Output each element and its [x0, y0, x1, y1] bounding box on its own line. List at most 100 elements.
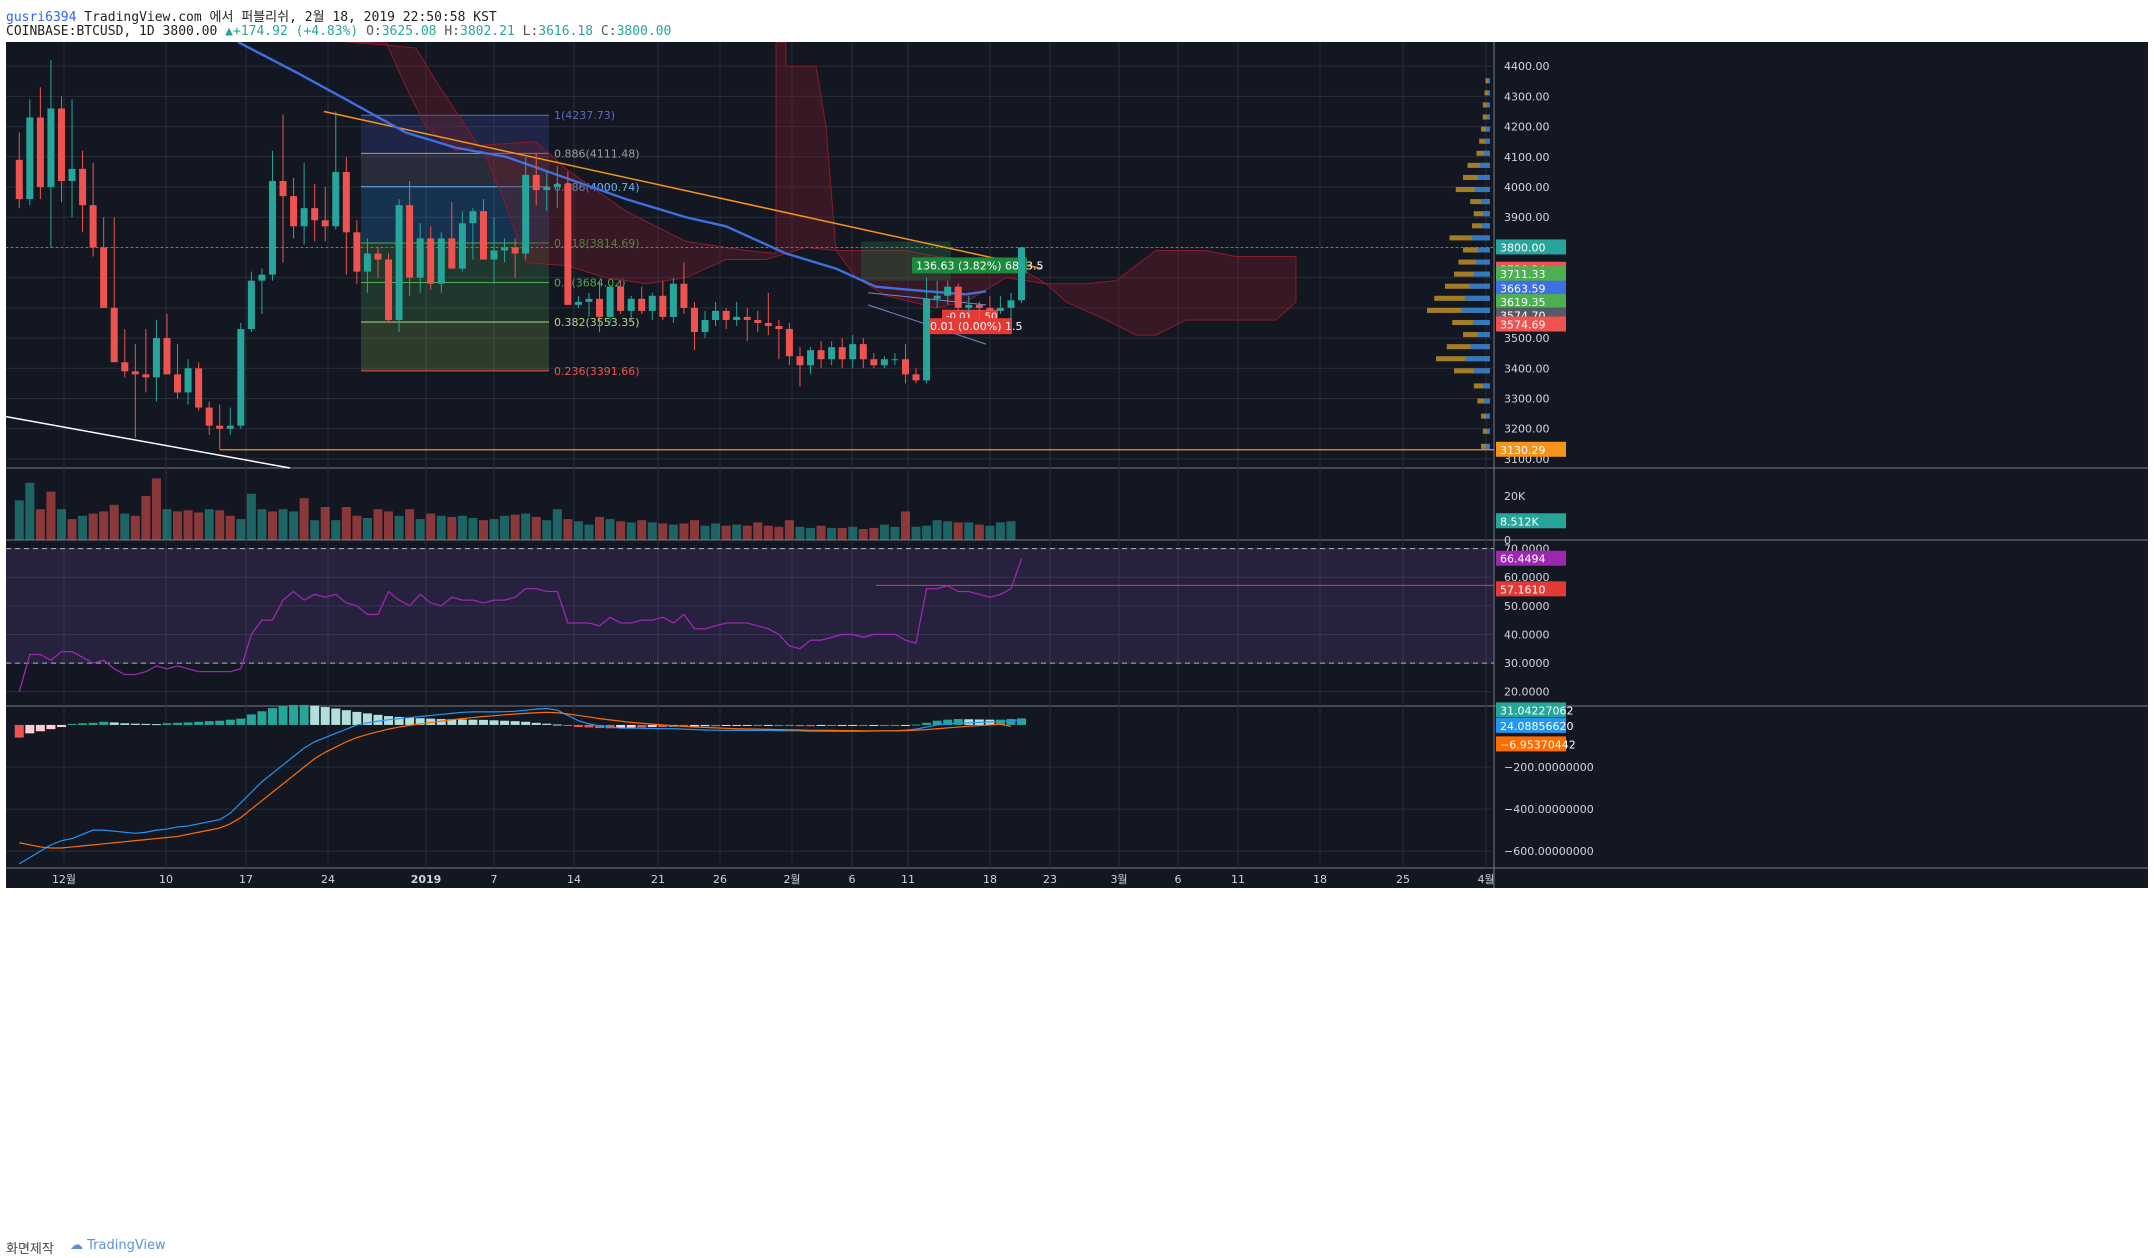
macd-histogram-bar	[521, 721, 531, 725]
time-tick-label: 10	[159, 873, 173, 886]
volume-bar	[457, 515, 467, 540]
high-label: H:	[444, 24, 460, 39]
macd-histogram-bar	[753, 724, 763, 726]
macd-histogram-bar	[215, 720, 225, 725]
macd-histogram-bar	[394, 716, 404, 725]
volume-bar	[552, 509, 562, 540]
candle-body	[163, 338, 171, 375]
volume-bar	[500, 515, 510, 540]
volume-profile-bar-buy	[1484, 398, 1490, 404]
macd-histogram-bar	[436, 719, 446, 725]
price-badge: 3574.69	[1500, 319, 1546, 332]
time-tick-label: 12월	[52, 873, 76, 886]
volume-bar	[563, 519, 573, 540]
macd-histogram-bar	[415, 718, 425, 725]
volume-profile-bar	[1472, 223, 1490, 229]
macd-histogram-bar	[711, 724, 721, 727]
time-tick-label: 6	[849, 873, 856, 886]
candle-body	[933, 295, 941, 299]
candle-body	[321, 220, 329, 227]
volume-bar	[341, 507, 351, 540]
rsi-tick-label: 40.0000	[1504, 628, 1550, 641]
volume-bar	[827, 527, 837, 540]
macd-histogram-bar	[352, 711, 362, 725]
candle-body	[268, 180, 276, 275]
macd-histogram-bar	[995, 719, 1005, 725]
volume-bar	[78, 515, 88, 540]
candle-body	[142, 374, 150, 378]
macd-histogram-bar	[405, 717, 415, 725]
measure-hidden-label: -0.01 .. 50	[946, 312, 997, 323]
price-badge-box	[1496, 294, 1566, 310]
measure-flat-label: 0.01 (0.00%) 1.5	[930, 320, 1023, 333]
time-axis[interactable]: 12월 10 17 24 2019 7 14 21 26 2월 6 11 18 23 3월 6 11 18 25 4월	[52, 873, 1495, 886]
candle-body	[353, 232, 361, 272]
macd-histogram-bar	[278, 706, 288, 725]
macd-histogram-bar	[500, 720, 510, 725]
price-tick-label: 4200.00	[1504, 121, 1550, 134]
macd-histogram-bar	[647, 724, 657, 728]
candle-body	[954, 286, 962, 308]
volume-bar	[837, 527, 847, 540]
volume-bar	[478, 520, 488, 540]
volume-bar	[637, 520, 647, 540]
candle-body	[184, 368, 192, 393]
volume-bar	[183, 510, 193, 540]
time-tick-label: 23	[1043, 873, 1057, 886]
trend-lines[interactable]: 136.63 (3.82%) 6833.5 -0.01 .. 500.01 (0.…	[6, 42, 1494, 469]
candle-body	[638, 298, 646, 311]
volume-profile-bar	[1473, 383, 1490, 389]
candle-body	[247, 280, 255, 330]
price-badge-box	[1496, 266, 1566, 282]
volume-bar	[616, 521, 626, 540]
volume-bar	[711, 523, 721, 540]
candle-body	[332, 171, 340, 227]
volume-profile-bar-buy	[1472, 319, 1490, 325]
candle-body	[701, 319, 709, 333]
macd-histogram-bar	[173, 722, 183, 725]
volume-bar	[932, 520, 942, 540]
volume-bar	[173, 511, 183, 540]
rsi-tick-label: 50.0000	[1504, 600, 1550, 613]
tradingview-logo[interactable]: ☁ TradingView	[70, 1238, 166, 1253]
volume-profile-bar-buy	[1465, 356, 1490, 362]
candle-body	[406, 205, 414, 278]
macd-histogram-bar	[384, 716, 394, 725]
price-tick-label: 3400.00	[1504, 362, 1550, 375]
volume-profile	[1427, 78, 1490, 449]
volume-bar	[542, 520, 552, 540]
macd-histogram-bar	[204, 721, 214, 725]
moving-average-line	[237, 42, 987, 296]
author-link[interactable]: gusri6394	[6, 10, 77, 25]
candle-body	[965, 304, 973, 308]
macd-histogram-bar	[700, 724, 710, 727]
volume-bar	[732, 524, 742, 540]
macd-histogram-bar	[816, 724, 826, 726]
volume-profile-bar	[1434, 295, 1490, 301]
time-tick-label: 4월	[1477, 873, 1494, 886]
volume-profile-bar	[1477, 398, 1490, 404]
chart-canvas[interactable]: 1(4237.73) 0.886(4111.48) 0.786(4000.74) 0.…	[6, 42, 2148, 1232]
price-badge-box	[1496, 280, 1566, 296]
volume-bar	[405, 509, 415, 540]
candle-body	[110, 307, 118, 363]
candle-body	[680, 283, 688, 308]
macd-histogram-bar	[774, 724, 784, 726]
resistance-trendline	[323, 110, 1043, 270]
price-tick-label: 3900.00	[1504, 211, 1550, 224]
volume-profile-bar	[1446, 344, 1490, 350]
candle-body	[174, 374, 182, 393]
volume-profile-bar-buy	[1486, 102, 1490, 108]
macd-histogram-bar	[14, 724, 24, 738]
macd-histogram-bar	[827, 724, 837, 726]
time-tick-label: 2월	[783, 873, 800, 886]
macd-histogram-bar	[46, 724, 56, 730]
volume-profile-bar-buy	[1474, 187, 1490, 193]
candle-body	[216, 425, 224, 429]
rsi-tick-label: 30.0000	[1504, 657, 1550, 670]
volume-profile-bar	[1463, 174, 1490, 180]
publish-info: TradingView.com 에서 퍼블리쉬, 2월 18, 2019 22:…	[84, 10, 497, 25]
macd-histogram-bar	[932, 720, 942, 725]
volume-badge-box	[1496, 513, 1566, 529]
candle-body	[648, 295, 656, 311]
